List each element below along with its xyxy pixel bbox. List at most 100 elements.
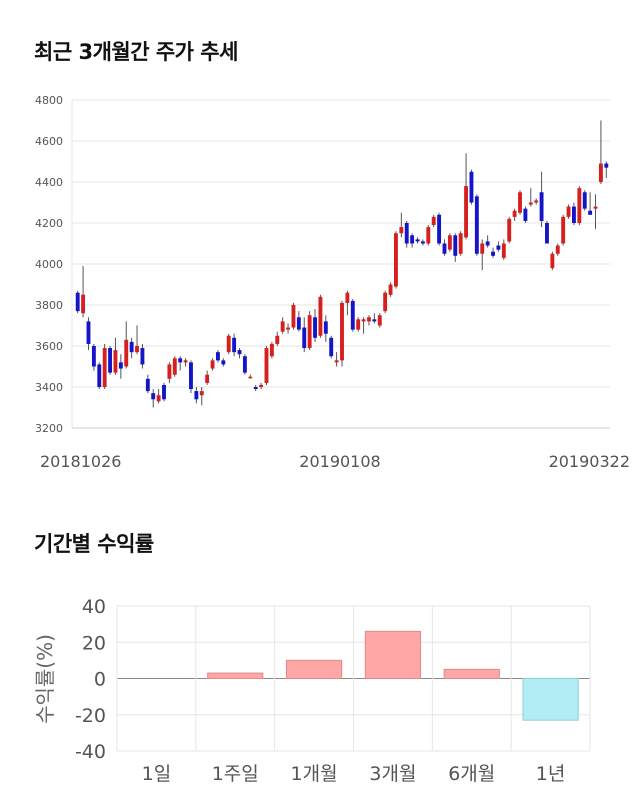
price-x-tick-label: 20181026 [40, 452, 121, 471]
candle [280, 317, 285, 334]
candle [259, 382, 264, 390]
candle [496, 241, 501, 252]
candle-body [215, 352, 220, 361]
candle [307, 311, 312, 351]
price-x-labels: 20181026 20190108 20190322 [40, 452, 630, 471]
candle [75, 290, 80, 314]
candle [118, 354, 123, 379]
candle-body [588, 210, 593, 215]
candle [135, 325, 139, 355]
candle [248, 374, 253, 379]
candle-body [313, 317, 317, 338]
candle-body [566, 206, 571, 217]
price-x-tick-label: 20190322 [549, 452, 630, 471]
candle [199, 387, 204, 406]
candle-body [156, 395, 161, 402]
candle-body [102, 348, 107, 387]
candle-body [129, 341, 134, 353]
candle-body [453, 235, 458, 256]
candle-body [582, 192, 587, 209]
candle [145, 374, 150, 394]
candle [313, 309, 317, 342]
candle-body [426, 227, 431, 244]
candle-body [447, 235, 452, 250]
candle [571, 202, 576, 226]
candle [550, 251, 555, 271]
candle [588, 192, 593, 215]
candle [296, 311, 301, 332]
candle [102, 343, 107, 390]
candle-body [480, 243, 485, 254]
candle-body [361, 319, 366, 322]
returns-x-tick-label: 3개월 [369, 763, 416, 785]
candle-body [318, 296, 323, 336]
candle [291, 302, 296, 330]
candle-body [410, 235, 415, 244]
candle-body [280, 321, 285, 332]
candle [269, 341, 274, 359]
candle-body [491, 251, 495, 256]
candle-body [232, 337, 237, 353]
candle [113, 337, 118, 375]
price-trend-title: 최근 3개월간 주가 추세 [34, 40, 238, 64]
candle-body [523, 208, 528, 221]
candle [545, 220, 549, 244]
candle [555, 243, 560, 256]
candle-body [108, 348, 113, 373]
candle [458, 231, 463, 256]
candle [377, 313, 382, 328]
price-y-tick-label: 4000 [35, 258, 63, 271]
candle-body [545, 223, 549, 244]
candle [151, 389, 156, 408]
candle-body [393, 233, 398, 287]
candle-body [151, 393, 156, 400]
candle-body [167, 364, 172, 379]
candle [426, 225, 431, 246]
candle-body [604, 163, 609, 168]
candle-body [534, 200, 539, 203]
candle-body [86, 321, 91, 344]
candle-body [474, 196, 479, 254]
candle-body [269, 343, 274, 357]
candle-body [577, 188, 582, 223]
candle [334, 352, 339, 367]
candle [226, 333, 231, 355]
returns-x-tick-label: 1개월 [291, 763, 338, 785]
candle [491, 247, 495, 258]
price-x-tick-label: 20190108 [299, 452, 380, 471]
candle [264, 346, 269, 385]
returns-x-tick-label: 1일 [142, 763, 172, 785]
candle [172, 356, 177, 377]
candle-body [415, 239, 420, 242]
candle [242, 354, 247, 375]
candle-body [242, 356, 247, 373]
candle-body [329, 337, 334, 357]
candle [183, 358, 188, 367]
candle [566, 204, 571, 219]
candle [485, 235, 490, 248]
candle [420, 239, 425, 246]
candle [415, 237, 420, 244]
candle-body [528, 202, 533, 205]
returns-grid [116, 605, 591, 752]
candle-body [442, 243, 447, 254]
returns-x-labels: 1일 1주일 1개월 3개월 6개월 1년 [142, 763, 566, 785]
candle-body [550, 253, 555, 269]
candle-body [205, 374, 210, 383]
candle [464, 153, 469, 240]
price-grid [71, 99, 610, 429]
candle [469, 169, 474, 205]
price-y-tick-label: 3800 [35, 299, 63, 312]
candle [383, 290, 388, 314]
candle [442, 239, 447, 256]
candle-body [221, 360, 226, 365]
returns-y-tick-label: 20 [82, 632, 106, 654]
candle-body [226, 335, 231, 353]
candle-body [334, 360, 339, 363]
candle [221, 358, 226, 367]
candlestick-chart: 4800 4600 4400 4200 4000 3800 3600 3400 3200 201… [35, 94, 630, 471]
candle-body [237, 350, 242, 355]
candle-body [323, 321, 328, 334]
candle-body [512, 210, 517, 217]
candle-body [248, 376, 253, 379]
